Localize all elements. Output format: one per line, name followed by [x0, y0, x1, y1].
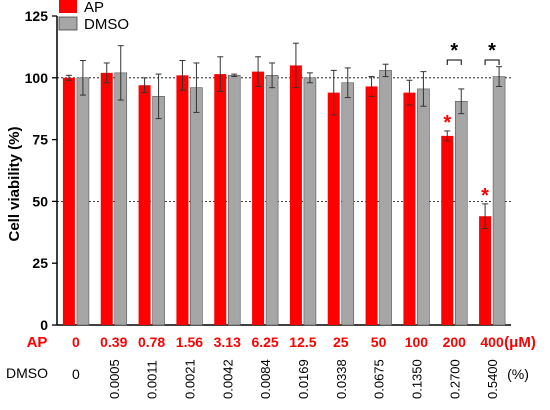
bar-dmso-0 [76, 77, 90, 326]
legend-swatch-dmso [58, 16, 78, 31]
row-label-ap: AP [27, 334, 48, 351]
significance-bracket-10 [446, 59, 462, 65]
error-bar-dmso-2 [155, 73, 162, 120]
error-bar-dmso-11 [496, 66, 503, 87]
error-bar-ap-0 [65, 74, 72, 81]
error-bar-ap-9 [406, 79, 413, 106]
x-tick-label-ap-9: 100 [405, 334, 429, 350]
bar-dmso-6 [303, 77, 317, 326]
bar-dmso-7 [341, 82, 355, 326]
row-label-dmso: DMSO [6, 365, 48, 381]
error-bar-ap-7 [330, 69, 337, 116]
y-axis-label: Cell viability (%) [6, 126, 23, 241]
x-tick-label-dmso-11: 0.5400 [485, 359, 500, 399]
x-tick-label-dmso-9: 0.1350 [409, 359, 424, 399]
error-bar-ap-6 [292, 42, 299, 89]
bar-dmso-8 [379, 70, 392, 326]
error-bar-ap-5 [255, 56, 262, 87]
significance-star-ap-10: * [443, 112, 451, 134]
bar-ap-7 [327, 92, 340, 325]
error-bar-ap-3 [179, 59, 186, 91]
error-bar-dmso-1 [117, 45, 124, 101]
x-tick-label-dmso-5: 0.0084 [258, 359, 273, 399]
x-tick-label-dmso-3: 0.0021 [182, 359, 197, 399]
x-tick-label-ap-11: 400 [480, 334, 504, 350]
bar-dmso-2 [152, 96, 165, 326]
error-bar-ap-10 [444, 130, 451, 142]
x-tick-label-ap-6: 12.5 [289, 334, 316, 350]
x-tick-label-ap-8: 50 [371, 334, 387, 350]
y-tick-label-3: 75 [32, 132, 48, 148]
x-tick-label-dmso-0: 0 [72, 366, 80, 382]
x-tick-label-dmso-1: 0.0005 [107, 359, 122, 399]
x-tick-label-ap-3: 1.56 [176, 334, 203, 350]
error-bar-dmso-9 [420, 71, 427, 107]
x-tick-label-ap-7: 25 [333, 334, 349, 350]
y-tick-label-1: 25 [32, 255, 48, 271]
bar-dmso-3 [190, 87, 203, 326]
error-bar-dmso-4 [231, 73, 238, 78]
bar-ap-10 [441, 135, 454, 325]
x-tick-label-dmso-10: 0.2700 [447, 359, 462, 399]
bar-dmso-11 [492, 76, 506, 326]
bar-ap-2 [138, 85, 151, 325]
y-tick-label-0: 0 [40, 317, 48, 333]
bar-ap-5 [252, 71, 265, 326]
error-bar-dmso-0 [79, 59, 86, 96]
x-tick-label-dmso-6: 0.0169 [296, 359, 311, 399]
significance-star-bracket-10: * [450, 40, 458, 62]
error-bar-ap-2 [141, 77, 148, 94]
y-tick-label-2: 50 [32, 193, 48, 209]
legend-label-ap: AP [84, 0, 104, 16]
significance-star-ap-11: * [481, 185, 489, 207]
y-tick-label-4: 100 [25, 70, 49, 86]
x-tick-label-ap-10: 200 [443, 334, 467, 350]
x-tick-label-ap-4: 3.13 [214, 334, 241, 350]
significance-bracket-11 [484, 59, 500, 65]
row-label-dmso-unit: (%) [507, 366, 529, 382]
plot-area: 0 25 50 75 100 125 0 0 0.39 0.0005 0.78 0.0011 1.56 0… [25, 8, 511, 399]
x-tick-label-dmso-2: 0.0011 [145, 360, 160, 399]
x-tick-label-dmso-4: 0.0042 [220, 359, 235, 399]
legend-swatch-ap [59, 0, 77, 13]
bar-dmso-1 [114, 72, 128, 326]
bar-dmso-10 [454, 100, 468, 326]
bar-ap-4 [214, 74, 227, 325]
x-tick-label-ap-0: 0 [72, 334, 80, 350]
bar-dmso-9 [417, 88, 430, 326]
bar-ap-1 [100, 72, 113, 325]
error-bar-dmso-3 [193, 62, 200, 113]
bar-ap-3 [176, 75, 189, 325]
x-tick-label-ap-5: 6.25 [251, 334, 278, 350]
bar-ap-8 [365, 86, 378, 326]
legend: AP DMSO [58, 0, 129, 33]
significance-star-bracket-11: * [488, 40, 496, 62]
error-bar-dmso-8 [382, 63, 389, 78]
row-label-ap-unit: (μM) [504, 334, 536, 351]
bar-ap-9 [403, 92, 416, 325]
bar-ap-6 [289, 65, 302, 325]
error-bar-dmso-7 [344, 67, 351, 99]
x-tick-label-ap-2: 0.78 [138, 334, 165, 350]
bar-ap-11 [479, 216, 492, 325]
error-bar-ap-4 [217, 56, 224, 92]
error-bar-dmso-6 [306, 72, 313, 84]
bar-dmso-5 [265, 75, 279, 326]
legend-label-dmso: DMSO [84, 16, 129, 33]
x-tick-label-ap-1: 0.39 [100, 334, 127, 350]
bar-ap-0 [62, 77, 75, 325]
bar-dmso-4 [227, 75, 241, 326]
x-tick-label-dmso-8: 0.0675 [372, 359, 387, 399]
error-bar-ap-8 [368, 76, 375, 97]
error-bar-dmso-10 [458, 88, 465, 115]
error-bar-ap-1 [103, 62, 110, 84]
x-tick-label-dmso-7: 0.0338 [334, 359, 349, 399]
y-tick-label-5: 125 [25, 8, 49, 24]
error-bar-ap-11 [482, 203, 489, 230]
error-bar-dmso-5 [269, 62, 276, 89]
